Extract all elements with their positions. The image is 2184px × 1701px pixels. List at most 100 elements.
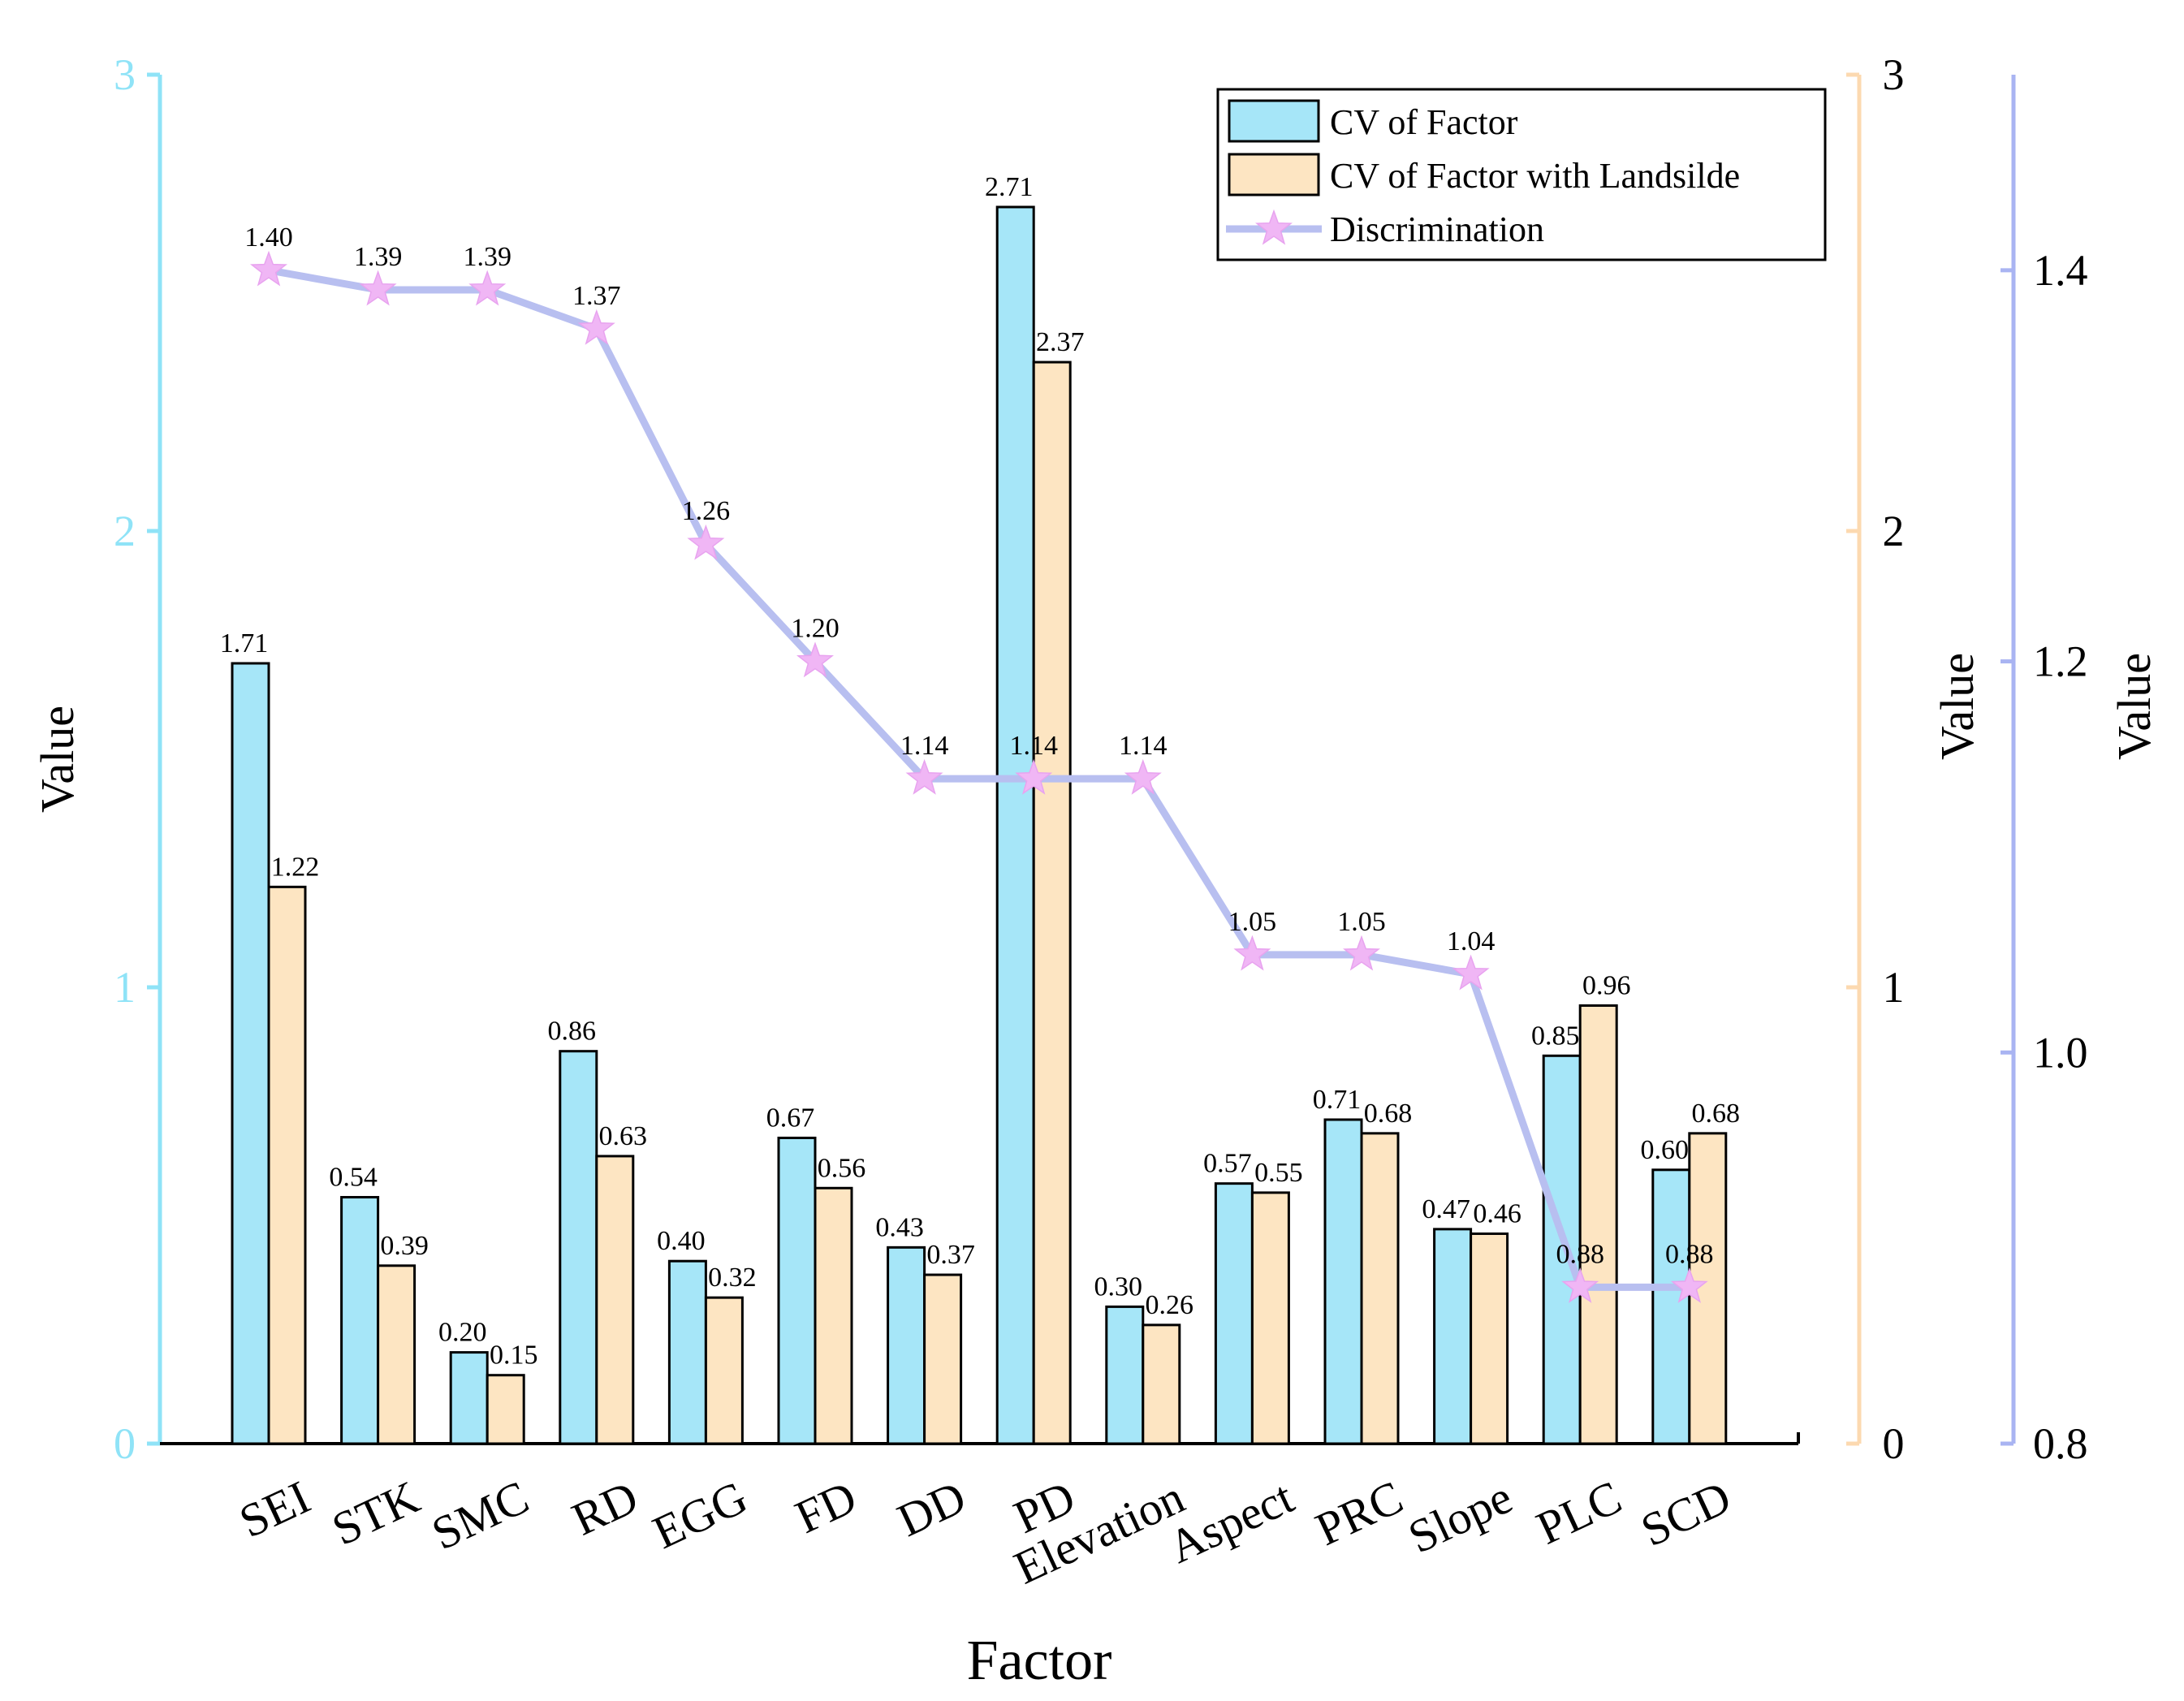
bar-cv-of-factor-with-landslide-label: 0.68	[1364, 1099, 1413, 1129]
bar-cv-of-factor-with-landslide-label: 0.26	[1146, 1290, 1194, 1320]
discrimination-label: 1.39	[354, 242, 403, 272]
bar-cv-of-factor	[559, 1050, 598, 1445]
right-axis-2-tick-label: 0.8	[2033, 1419, 2088, 1468]
discrimination-line-layer	[249, 250, 1708, 1303]
bar-cv-of-factor	[231, 662, 270, 1445]
x-tick-label: EGG	[645, 1470, 755, 1559]
bar-cv-of-factor-with-landslide	[1470, 1232, 1509, 1445]
discrimination-line	[268, 266, 1690, 1291]
bar-cv-of-factor-with-landslide-label: 0.96	[1582, 970, 1631, 1000]
bar-cv-of-factor-with-landslide	[1578, 1004, 1618, 1445]
bar-cv-of-factor	[1323, 1118, 1363, 1445]
discrimination-label: 1.04	[1447, 926, 1496, 956]
x-tick-label: SMC	[424, 1470, 537, 1561]
discrimination-label: 1.05	[1228, 907, 1277, 937]
bar-cv-of-factor	[1433, 1228, 1473, 1445]
axes: 0 1 2 3 0 1 2 3 0.8 1.0 1.2 1.4 Value Value Value Facto…	[31, 50, 2160, 1692]
bar-cv-of-factor-with-landslide	[377, 1264, 417, 1445]
bar-cv-of-factor	[340, 1196, 380, 1445]
discrimination-label: 0.88	[1556, 1239, 1604, 1269]
bar-cv-of-factor-with-landslide-label: 0.68	[1692, 1099, 1741, 1129]
x-tick-label: Aspect	[1160, 1470, 1301, 1574]
discrimination-label: 1.14	[900, 731, 949, 761]
bar-cv-of-factor	[887, 1246, 926, 1445]
discrimination-label: 1.26	[682, 496, 731, 526]
bar-cv-of-factor-label: 0.40	[657, 1226, 706, 1256]
bar-cv-of-factor-label: 0.54	[329, 1163, 378, 1193]
bar-cv-of-factor-with-landslide-label: 1.22	[271, 852, 320, 882]
discrimination-label: 1.20	[791, 614, 840, 644]
discrimination-label: 1.14	[1119, 731, 1168, 761]
discrimination-point	[1670, 1267, 1708, 1303]
bar-cv-of-factor-label: 0.60	[1641, 1135, 1690, 1165]
discrimination-point	[905, 758, 943, 795]
bar-cv-of-factor-with-landslide-label: 2.37	[1036, 327, 1085, 357]
bar-cv-of-factor-with-landslide	[704, 1296, 744, 1445]
discrimination-label: 1.14	[1009, 731, 1058, 761]
bar-cv-of-factor-label: 0.47	[1422, 1194, 1470, 1224]
legend-label-cv-of-factor: CV of Factor	[1330, 102, 1518, 142]
bar-cv-of-factor-label: 2.71	[985, 172, 1034, 202]
bar-cv-of-factor-label: 0.85	[1531, 1021, 1580, 1051]
left-axis-title: Value	[31, 706, 84, 813]
discrimination-point	[1015, 758, 1053, 795]
x-tick-label: DD	[890, 1470, 973, 1547]
left-axis-tick-label: 0	[114, 1419, 136, 1468]
bar-cv-of-factor-with-landslide	[1032, 360, 1072, 1445]
discrimination-label: 1.39	[463, 242, 511, 272]
discrimination-point	[577, 309, 615, 345]
bar-cv-of-factor-with-landslide	[814, 1186, 853, 1445]
bar-cv-of-factor-with-landslide	[923, 1273, 963, 1445]
x-tick-label: SEI	[231, 1470, 317, 1548]
bar-cv-of-factor-label: 0.57	[1203, 1149, 1252, 1179]
x-tick-label: SCD	[1634, 1470, 1739, 1557]
discrimination-point	[687, 524, 725, 560]
bar-cv-of-factor-with-landslide-label: 0.39	[380, 1231, 429, 1261]
bar-cv-of-factor-label: 0.71	[1313, 1085, 1362, 1115]
right-axis-2-tick-label: 1.4	[2033, 246, 2088, 295]
bar-cv-of-factor-with-landslide-label: 0.15	[490, 1341, 538, 1371]
bar-cv-of-factor-label: 0.86	[548, 1017, 597, 1047]
right-axis-2-title: Value	[2108, 653, 2160, 760]
discrimination-label: 1.40	[244, 222, 293, 253]
bar-cv-of-factor	[449, 1351, 489, 1445]
bar-cv-of-factor-with-landslide-label: 0.55	[1254, 1158, 1303, 1188]
discrimination-point	[468, 270, 507, 306]
legend: CV of Factor CV of Factor with Landsilde D…	[1216, 88, 1827, 261]
discrimination-label: 0.88	[1665, 1239, 1714, 1269]
bar-cv-of-factor	[1542, 1054, 1582, 1445]
discrimination-label: 1.05	[1337, 907, 1386, 937]
bar-cv-of-factor-label: 1.71	[220, 628, 269, 658]
right-axis-1-title: Value	[1931, 653, 1983, 760]
bar-cv-of-factor-with-landslide-label: 0.37	[926, 1240, 975, 1270]
bar-cv-of-factor-with-landslide-label: 0.63	[599, 1121, 648, 1151]
x-axis-title: Factor	[967, 1630, 1112, 1692]
right-axis-1-tick-label: 2	[1883, 507, 1905, 555]
legend-swatch-cv-of-factor-with-landslide	[1228, 153, 1320, 196]
discrimination-point	[1124, 758, 1162, 795]
right-axis-1-tick-label: 0	[1883, 1419, 1905, 1468]
discrimination-point	[1342, 935, 1381, 971]
discrimination-point	[1233, 935, 1271, 971]
bar-cv-of-factor-with-landslide	[1142, 1323, 1181, 1445]
x-tick-label: STK	[324, 1470, 427, 1556]
bars	[231, 205, 1728, 1445]
x-tick-label: RD	[564, 1470, 645, 1546]
bar-cv-of-factor	[777, 1136, 817, 1445]
bar-cv-of-factor	[1651, 1168, 1691, 1445]
bar-cv-of-factor-with-landslide	[1250, 1191, 1290, 1445]
bar-cv-of-factor	[667, 1259, 707, 1445]
bar-cv-of-factor-label: 0.20	[438, 1318, 487, 1348]
right-axis-2-tick-label: 1.0	[2033, 1028, 2088, 1077]
right-axis-1-tick-label: 3	[1883, 50, 1905, 99]
data-labels: 1.71 1.22 0.54 0.39 0.200.15 0.86 0.63 0.400.32…	[220, 172, 1740, 1371]
bar-cv-of-factor-label: 0.30	[1094, 1271, 1143, 1302]
bar-cv-of-factor-with-landslide-label: 0.56	[818, 1153, 866, 1183]
bar-cv-of-factor-with-landslide	[486, 1374, 525, 1445]
discrimination-label: 1.37	[572, 281, 621, 311]
legend-swatch-discrimination-star	[1255, 209, 1293, 245]
left-axis-tick-label: 1	[114, 963, 136, 1012]
bar-cv-of-factor	[1105, 1305, 1145, 1445]
right-axis-1-tick-label: 1	[1883, 963, 1905, 1012]
